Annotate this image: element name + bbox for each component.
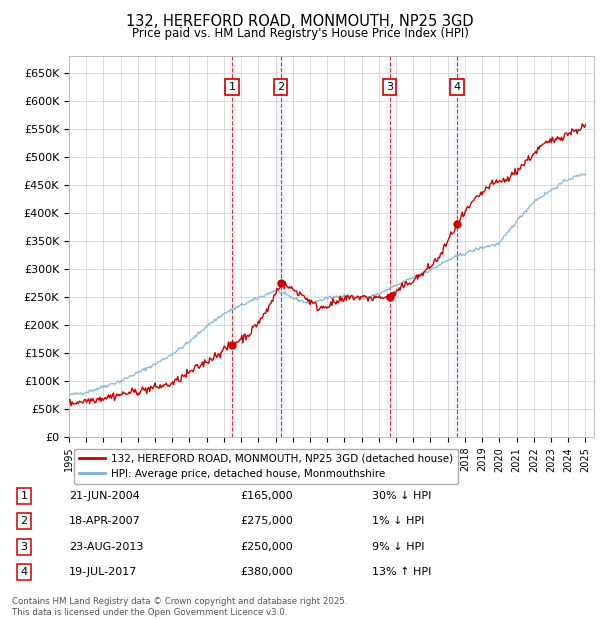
Text: Price paid vs. HM Land Registry's House Price Index (HPI): Price paid vs. HM Land Registry's House … bbox=[131, 27, 469, 40]
Text: 2: 2 bbox=[20, 516, 28, 526]
Text: £250,000: £250,000 bbox=[240, 542, 293, 552]
Text: 1: 1 bbox=[229, 82, 236, 92]
Text: 19-JUL-2017: 19-JUL-2017 bbox=[69, 567, 137, 577]
Text: 30% ↓ HPI: 30% ↓ HPI bbox=[372, 491, 431, 501]
Text: 13% ↑ HPI: 13% ↑ HPI bbox=[372, 567, 431, 577]
Text: 9% ↓ HPI: 9% ↓ HPI bbox=[372, 542, 425, 552]
Text: Contains HM Land Registry data © Crown copyright and database right 2025.
This d: Contains HM Land Registry data © Crown c… bbox=[12, 598, 347, 617]
Text: 21-JUN-2004: 21-JUN-2004 bbox=[69, 491, 140, 501]
Text: 18-APR-2007: 18-APR-2007 bbox=[69, 516, 141, 526]
Text: £380,000: £380,000 bbox=[240, 567, 293, 577]
Text: 4: 4 bbox=[454, 82, 461, 92]
Text: 132, HEREFORD ROAD, MONMOUTH, NP25 3GD: 132, HEREFORD ROAD, MONMOUTH, NP25 3GD bbox=[126, 14, 474, 29]
Bar bbox=[277, 56, 284, 437]
Text: 1% ↓ HPI: 1% ↓ HPI bbox=[372, 516, 424, 526]
Text: 3: 3 bbox=[386, 82, 394, 92]
Bar bbox=[229, 56, 235, 437]
Text: 2: 2 bbox=[277, 82, 284, 92]
Legend: 132, HEREFORD ROAD, MONMOUTH, NP25 3GD (detached house), HPI: Average price, det: 132, HEREFORD ROAD, MONMOUTH, NP25 3GD (… bbox=[74, 448, 458, 484]
Text: 23-AUG-2013: 23-AUG-2013 bbox=[69, 542, 143, 552]
Text: 3: 3 bbox=[20, 542, 28, 552]
Bar bbox=[386, 56, 393, 437]
Text: £275,000: £275,000 bbox=[240, 516, 293, 526]
Text: 1: 1 bbox=[20, 491, 28, 501]
Text: 4: 4 bbox=[20, 567, 28, 577]
Bar bbox=[454, 56, 461, 437]
Text: £165,000: £165,000 bbox=[240, 491, 293, 501]
